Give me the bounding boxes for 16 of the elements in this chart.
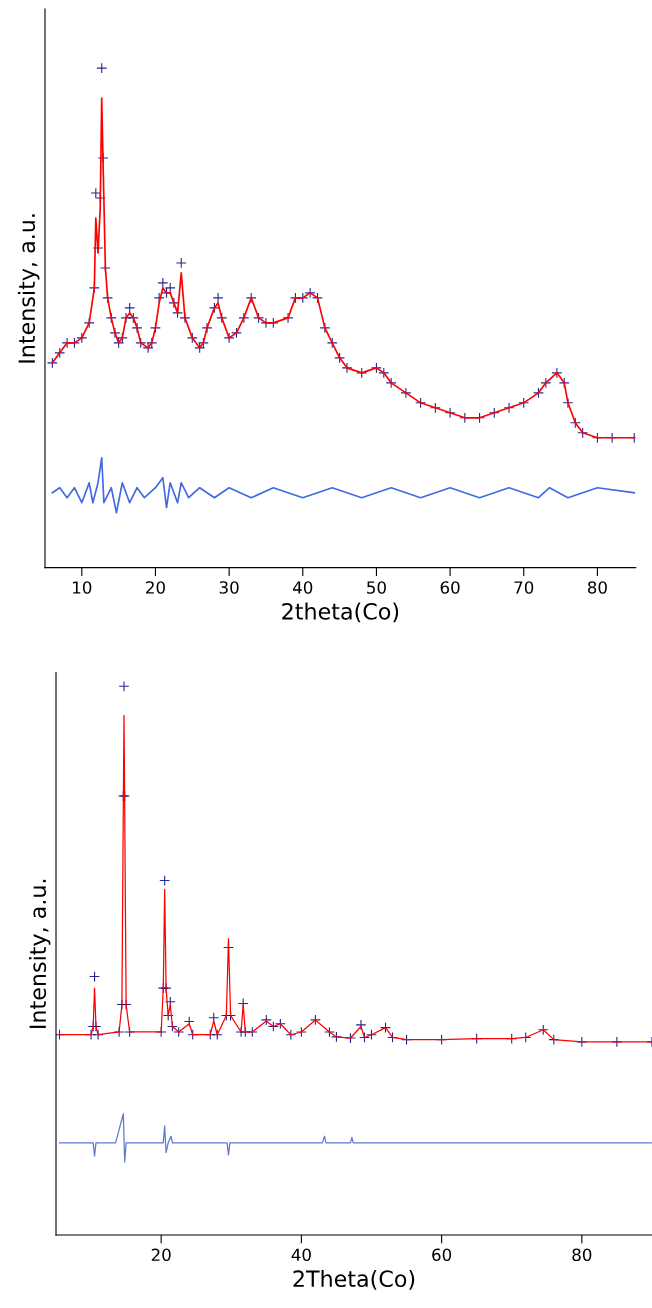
x-tick-label: 20 — [146, 581, 165, 594]
x-tick-label: 80 — [587, 581, 607, 594]
y-axis-title: Intensity, a.u. — [28, 879, 51, 1028]
x-tick-label: 30 — [219, 581, 239, 594]
x-tick-label: 20 — [151, 1248, 171, 1262]
x-tick-label: 60 — [440, 581, 460, 594]
x-tick-label: 60 — [432, 1248, 452, 1262]
x-tick-label: 40 — [292, 581, 313, 594]
x-tick-label: 10 — [73, 581, 92, 594]
x-tick-label: 70 — [514, 581, 534, 594]
y-axis-title: Intensity, a.u. — [17, 214, 40, 363]
x-axis-title: 2theta(Co) — [282, 602, 399, 623]
x-tick-label: 40 — [291, 1248, 311, 1262]
x-tick-label: 80 — [572, 1248, 592, 1262]
x-tick-label: 50 — [367, 581, 386, 594]
x-axis-title: 2Theta(Co) — [293, 1269, 415, 1290]
